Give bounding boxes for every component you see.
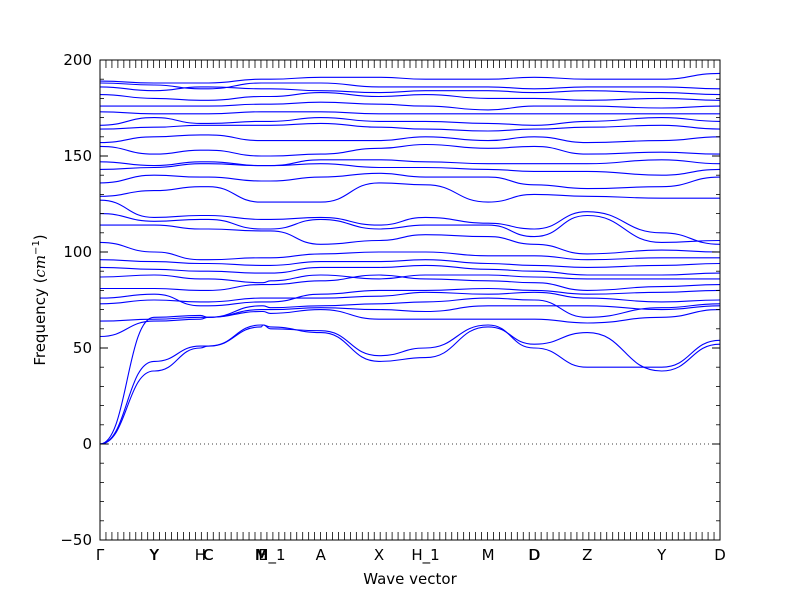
x-path-label: A — [316, 546, 327, 564]
band-line-8 — [100, 274, 721, 291]
x-path-label: H_1 — [411, 546, 439, 565]
band-line-28 — [99, 82, 721, 90]
y-tick-label: 50 — [73, 339, 92, 357]
y-axis-title-paren-open: ( — [31, 278, 49, 289]
x-path-label: Y — [149, 546, 160, 564]
band-line-6 — [99, 291, 721, 305]
x-axis-title: Wave vector — [363, 570, 457, 588]
band-line-1 — [99, 309, 721, 445]
x-path-label: M — [255, 546, 268, 564]
y-axis-title-exponent: −1 — [31, 240, 42, 255]
x-path-label: D — [714, 546, 726, 564]
x-path-label: Y — [656, 546, 667, 564]
plot-frame — [99, 59, 721, 541]
y-axis-title: Frequency (cm−1) — [31, 234, 49, 365]
band-line-29 — [99, 72, 721, 84]
x-path-label: Y — [148, 546, 159, 564]
band-line-27 — [99, 86, 721, 96]
x-path-label: C — [203, 546, 213, 564]
band-line-7 — [99, 287, 721, 307]
x-path-label: Γ — [96, 546, 105, 564]
band-line-25 — [100, 101, 721, 111]
band-line-21 — [99, 134, 721, 144]
band-line-11 — [99, 259, 721, 268]
band-line-16 — [99, 182, 720, 203]
band-line-24 — [99, 111, 720, 115]
band-line-4 — [99, 297, 721, 338]
y-axis-title-unit: cm — [31, 255, 49, 278]
y-tick-label: 200 — [63, 51, 92, 69]
y-tick-label: 150 — [63, 147, 92, 165]
band-lines — [99, 72, 721, 445]
band-line-22 — [99, 122, 721, 132]
y-tick-label: −50 — [60, 531, 92, 549]
x-path-label: M_1 — [256, 546, 286, 565]
x-path-label: X — [374, 546, 384, 564]
band-line-9 — [99, 274, 720, 284]
x-path-label: M — [482, 546, 495, 564]
band-line-26 — [99, 92, 721, 101]
band-line-15 — [99, 199, 721, 245]
band-line-10 — [99, 264, 721, 276]
band-line-17 — [99, 172, 721, 190]
x-path-label: H — [195, 546, 206, 564]
band-line-19 — [99, 159, 721, 167]
x-path-label: E — [258, 546, 267, 564]
x-path-label: D — [528, 546, 540, 564]
band-line-20 — [99, 143, 721, 157]
band-line-3 — [99, 324, 721, 445]
y-tick-label: 0 — [82, 435, 92, 453]
band-line-14 — [99, 213, 721, 243]
x-path-label: C — [203, 546, 213, 564]
x-axis-ticks: Γ YY HCC MEM_1 A X H_1 M DD Z Y D — [96, 60, 726, 565]
y-tick-label: 100 — [63, 243, 92, 261]
band-line-5 — [99, 305, 721, 322]
x-path-label: Z — [582, 546, 592, 564]
band-line-23 — [99, 117, 721, 126]
band-line-12 — [99, 241, 720, 261]
x-path-label: D — [529, 546, 541, 564]
y-axis-title-text: Frequency — [31, 288, 49, 366]
band-line-18 — [99, 163, 721, 176]
band-line-13 — [100, 224, 721, 255]
band-line-2 — [99, 324, 721, 445]
y-axis-title-paren-close: ) — [31, 234, 49, 240]
